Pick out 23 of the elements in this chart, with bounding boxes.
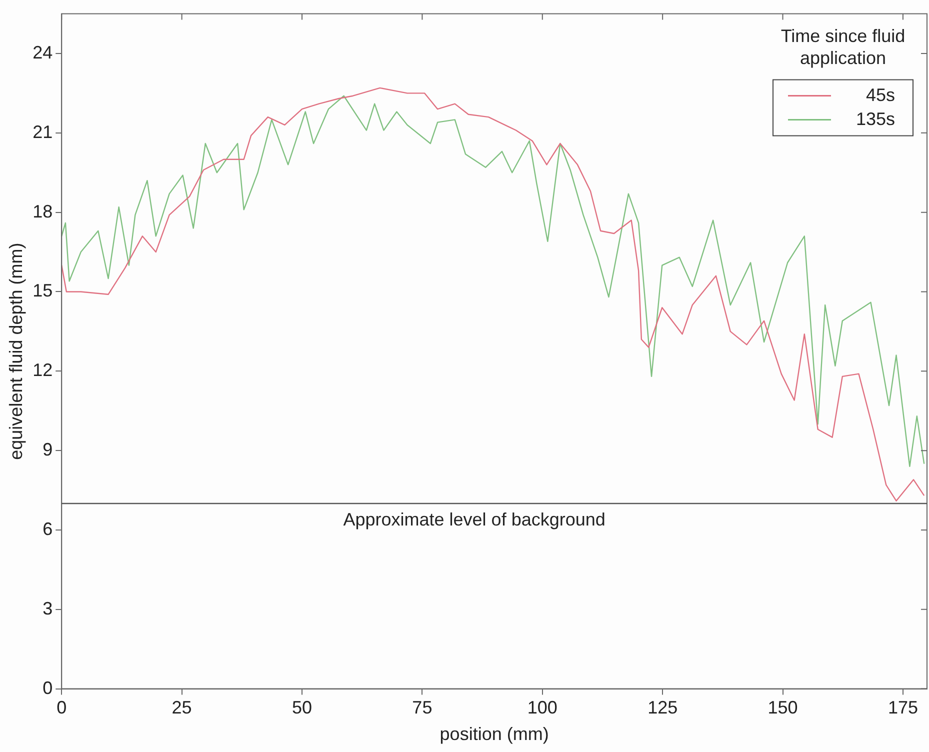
y-tick-label: 24: [32, 42, 53, 62]
y-tick-label: 6: [42, 518, 53, 539]
x-tick-label: 50: [292, 698, 312, 718]
y-tick-label: 12: [32, 360, 53, 380]
x-tick-label: 175: [888, 698, 918, 718]
legend-title: Time since fluid application: [780, 26, 906, 68]
x-tick-label: 0: [56, 698, 67, 718]
x-tick-label: 150: [768, 698, 798, 718]
y-tick-label: 9: [42, 440, 53, 460]
legend-label: 45s: [866, 84, 895, 105]
x-tick-label: 125: [648, 698, 678, 718]
ref-line-label: Approximate level of background: [343, 509, 606, 530]
y-tick-label: 15: [32, 280, 53, 301]
x-tick-label: 25: [172, 698, 192, 718]
x-axis-title: position (mm): [440, 724, 549, 744]
x-tick-label: 75: [412, 698, 432, 718]
x-tick-label: 100: [527, 698, 558, 718]
y-tick-label: 18: [32, 201, 53, 222]
legend-label: 135s: [856, 108, 895, 129]
y-tick-label: 21: [32, 122, 53, 142]
y-tick-label: 0: [42, 678, 53, 698]
y-tick-label: 3: [42, 598, 53, 618]
y-axis-title: equivelent fluid depth (mm): [6, 242, 26, 460]
